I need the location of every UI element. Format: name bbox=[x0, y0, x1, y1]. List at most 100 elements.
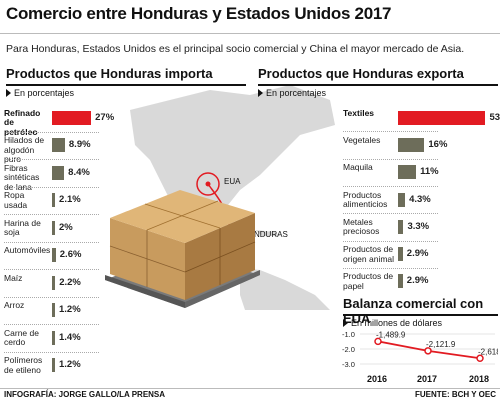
footer-source: FUENTE: BCH Y OEC bbox=[415, 390, 496, 399]
imports-value: 2% bbox=[59, 221, 73, 233]
imports-label: Refinado de petróleo bbox=[4, 107, 41, 137]
imports-bar bbox=[52, 138, 65, 153]
imports-value: 8.4% bbox=[68, 166, 90, 178]
imports-value: 1.4% bbox=[59, 331, 81, 343]
exports-value: 3.3% bbox=[407, 220, 430, 232]
exports-row-separator bbox=[343, 213, 438, 215]
x-tick-label: 2016 bbox=[367, 374, 387, 384]
imports-value: 2.2% bbox=[59, 276, 81, 288]
imports-row-separator bbox=[4, 269, 99, 270]
exports-value: 2.9% bbox=[406, 275, 429, 287]
imports-heading: Productos que Honduras importa bbox=[6, 66, 213, 81]
exports-label: Productos alimenticios bbox=[343, 189, 388, 210]
balance-chart: -1.0 -2.0 -3.0 -1,489.9 2016 -2,121.9 2017 -2,6… bbox=[342, 330, 498, 384]
triangle-icon bbox=[6, 89, 11, 97]
exports-label: Productos de origen animal bbox=[343, 244, 395, 264]
infographic-title: Comercio entre Honduras y Estados Unidos… bbox=[6, 4, 392, 23]
exports-heading: Productos que Honduras exporta bbox=[258, 66, 464, 81]
triangle-icon bbox=[258, 89, 263, 97]
y-tick-label: -3.0 bbox=[342, 360, 355, 369]
exports-label: Textiles bbox=[343, 107, 375, 118]
balance-value-label: -1,489.9 bbox=[376, 330, 406, 339]
exports-row-separator bbox=[343, 158, 438, 160]
exports-row-separator bbox=[343, 267, 438, 269]
imports-label: Harina de soja bbox=[4, 217, 41, 238]
eua-label: EUA bbox=[224, 177, 241, 186]
imports-label: Ropa usada bbox=[4, 190, 28, 210]
eua-marker-ring bbox=[196, 172, 220, 196]
imports-row-separator bbox=[4, 351, 99, 353]
exports-bar bbox=[398, 274, 403, 289]
exports-bar bbox=[398, 110, 486, 125]
exports-bar bbox=[398, 192, 406, 207]
balance-heading-line bbox=[343, 314, 498, 316]
exports-value: 11% bbox=[420, 166, 439, 178]
imports-row-separator bbox=[4, 131, 99, 133]
imports-bar bbox=[52, 303, 55, 318]
exports-unit-label: En porcentajes bbox=[266, 88, 327, 98]
imports-bar bbox=[52, 220, 55, 235]
x-tick-label: 2018 bbox=[469, 374, 489, 384]
imports-bar bbox=[52, 275, 56, 290]
imports-bar bbox=[52, 330, 55, 345]
imports-bar bbox=[52, 193, 56, 208]
imports-row-separator bbox=[4, 241, 99, 243]
imports-row-separator bbox=[4, 214, 99, 215]
imports-row-separator bbox=[4, 324, 99, 325]
triangle-icon bbox=[343, 319, 348, 327]
americas-map: EUA HONDURAS bbox=[105, 85, 335, 310]
imports-label: Carne de cerdo bbox=[4, 327, 39, 348]
imports-row-separator bbox=[4, 159, 99, 160]
balance-unit-label: En millones de dólares bbox=[351, 318, 443, 328]
exports-row-separator bbox=[343, 131, 438, 133]
exports-label: Maquila bbox=[343, 162, 373, 173]
imports-value: 2.1% bbox=[59, 194, 81, 206]
imports-bar bbox=[52, 165, 65, 180]
imports-row-separator bbox=[4, 296, 99, 298]
exports-label: Metales preciosos bbox=[343, 216, 380, 237]
imports-label: Polímeros de etileno bbox=[4, 355, 43, 375]
imports-heading-line bbox=[6, 84, 246, 86]
balance-unit: En millones de dólares bbox=[343, 318, 442, 328]
imports-label: Automóviles bbox=[4, 245, 51, 256]
footer-source-text: FUENTE: BCH Y OEC bbox=[414, 390, 496, 399]
exports-value: 16% bbox=[428, 138, 448, 150]
y-tick-label: -2.0 bbox=[342, 345, 355, 354]
exports-value: 2.9% bbox=[406, 248, 429, 260]
title-divider bbox=[0, 33, 500, 34]
exports-value: 53% bbox=[489, 111, 500, 123]
footer-credit: INFOGRAFÍA: JORGE GALLO/LA PRENSA bbox=[4, 390, 165, 399]
imports-value: 2.6% bbox=[59, 249, 82, 261]
imports-label: Fibras sintéticas de lana bbox=[4, 162, 40, 192]
imports-unit-label: En porcentajes bbox=[14, 88, 75, 98]
imports-row-separator bbox=[4, 186, 99, 188]
exports-bar bbox=[398, 247, 403, 262]
caribbean-land bbox=[255, 230, 280, 236]
imports-label: Maíz bbox=[4, 272, 23, 283]
south-america-land bbox=[240, 268, 330, 310]
exports-row-separator bbox=[343, 185, 438, 187]
footer-divider bbox=[0, 388, 500, 389]
imports-bar bbox=[52, 110, 92, 125]
exports-value: 4.3% bbox=[409, 193, 431, 205]
infographic-subtitle: Para Honduras, Estados Unidos es el prin… bbox=[6, 43, 465, 55]
imports-value: 1.2% bbox=[59, 359, 81, 371]
imports-bar bbox=[52, 358, 55, 373]
cargo-pallet-illustration bbox=[105, 190, 260, 308]
imports-label: Hilados de algodón puro bbox=[4, 135, 45, 165]
exports-label: Productos de papel bbox=[343, 271, 394, 291]
imports-label: Arroz bbox=[4, 300, 25, 311]
imports-bar bbox=[52, 248, 56, 263]
balance-point bbox=[374, 337, 382, 346]
footer-credit-text: INFOGRAFÍA: JORGE GALLO/LA PRENSA bbox=[4, 390, 166, 399]
exports-bar bbox=[398, 165, 417, 180]
imports-unit: En porcentajes bbox=[6, 88, 74, 98]
exports-bar bbox=[398, 219, 404, 234]
balance-point bbox=[476, 354, 484, 363]
balance-point bbox=[424, 347, 432, 355]
balance-value-label: -2,121.9 bbox=[426, 340, 456, 349]
imports-value: 27% bbox=[95, 111, 115, 123]
exports-label: Vegetales bbox=[343, 134, 381, 145]
exports-unit: En porcentajes bbox=[258, 88, 326, 98]
imports-value: 1.2% bbox=[59, 304, 81, 316]
